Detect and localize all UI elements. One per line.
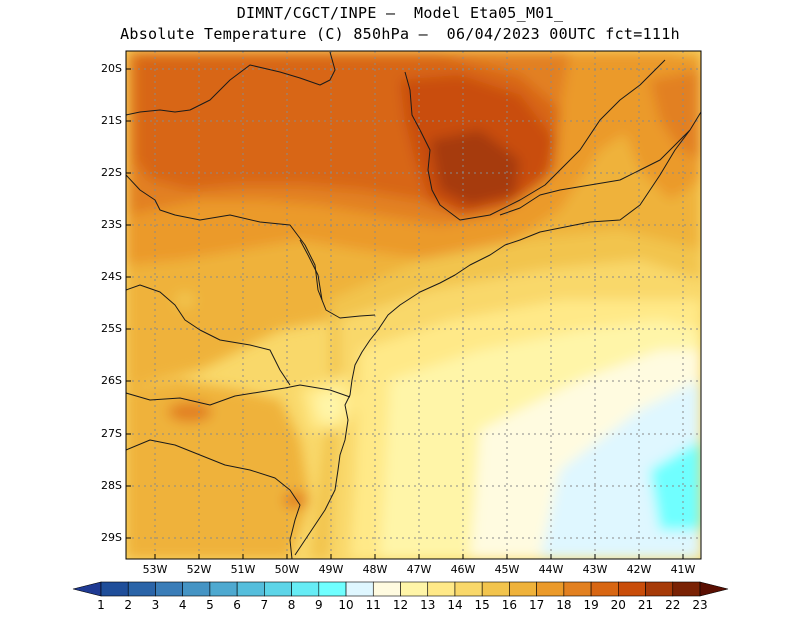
colorbar-bin <box>563 581 592 597</box>
colorbar-bin <box>264 581 292 597</box>
lon-label-43w: 43W <box>582 563 608 576</box>
colorbar-label: 23 <box>692 598 708 612</box>
lon-label-42w: 42W <box>626 563 652 576</box>
colorbar-label: 8 <box>287 598 296 612</box>
colorbar-bin <box>536 581 565 597</box>
state-border-pr-sp <box>299 239 323 301</box>
colorbar-label: 21 <box>637 598 654 612</box>
axis-ticks <box>126 68 684 559</box>
colorbar-label: 16 <box>501 598 518 612</box>
state-border-argentina <box>125 284 291 386</box>
lon-label-52w: 52W <box>186 563 212 576</box>
colorbar-label: 11 <box>365 598 381 612</box>
colorbar-bin <box>481 581 510 597</box>
lon-label-45w: 45W <box>494 563 520 576</box>
colorbar-bin <box>590 581 619 597</box>
colorbar-label: 12 <box>392 598 409 612</box>
state-border-mg-sp <box>125 51 336 116</box>
colorbar-label: 14 <box>447 598 463 612</box>
map-frame <box>125 50 702 560</box>
colorbar-label: 13 <box>420 598 436 612</box>
colorbar-arrow-low <box>72 581 102 597</box>
colorbar-bin <box>100 581 129 597</box>
colorbar-bin <box>427 581 456 597</box>
colorbar-bin <box>454 581 483 597</box>
lat-label-29s: 29S <box>101 531 122 544</box>
lon-label-44w: 44W <box>538 563 564 576</box>
state-border-mg-rj <box>499 129 691 216</box>
colorbar-label: 17 <box>528 598 545 612</box>
colorbar-label: 19 <box>583 598 599 612</box>
colorbar-label: 10 <box>338 598 354 612</box>
lat-label-24s: 24S <box>101 270 122 283</box>
colorbar-bin <box>291 581 320 597</box>
colorbar-label: 18 <box>556 598 572 612</box>
colorbar <box>72 581 729 597</box>
state-border-sc-rs <box>125 439 301 560</box>
colorbar-bin <box>155 581 183 597</box>
colorbar-bin <box>672 581 701 597</box>
lon-label-47w: 47W <box>406 563 432 576</box>
lon-label-51w: 51W <box>230 563 256 576</box>
lon-label-48w: 48W <box>362 563 388 576</box>
lon-label-53w: 53W <box>142 563 168 576</box>
colorbar-label: 4 <box>178 598 187 612</box>
colorbar-bin <box>127 581 156 597</box>
colorbar-bin <box>345 581 374 597</box>
colorbar-bin <box>209 581 238 597</box>
state-border-sp-ms <box>125 174 376 319</box>
colorbar-bin <box>236 581 265 597</box>
colorbar-arrow-high <box>699 581 729 597</box>
lat-label-25s: 25S <box>101 322 122 335</box>
colorbar-bin <box>400 581 429 597</box>
lon-label-46w: 46W <box>450 563 476 576</box>
colorbar-bin <box>372 581 401 597</box>
colorbar-label: 7 <box>260 598 269 612</box>
state-border-pr-sc <box>125 384 351 406</box>
colorbar-label: 20 <box>610 598 626 612</box>
lat-label-26s: 26S <box>101 374 122 387</box>
colorbar-bin <box>182 581 211 597</box>
state-border-mg-es <box>404 59 666 221</box>
lat-label-28s: 28S <box>101 479 122 492</box>
lat-label-20s: 20S <box>101 62 122 75</box>
colorbar-label: 5 <box>206 598 214 612</box>
map-title-line-2: Absolute Temperature (C) 850hPa – 06/04/… <box>120 25 680 43</box>
temperature-field <box>126 51 701 559</box>
lat-label-23s: 23S <box>101 218 122 231</box>
colorbar-label: 22 <box>665 598 681 612</box>
lat-label-22s: 22S <box>101 166 122 179</box>
colorbar-label: 15 <box>474 598 490 612</box>
map-title-line-1: DIMNT/CGCT/INPE – Model Eta05_M01_ <box>236 4 564 22</box>
lat-label-27s: 27S <box>101 427 122 440</box>
colorbar-bin <box>618 581 646 597</box>
lat-label-21s: 21S <box>101 114 122 127</box>
coastlines-and-borders <box>125 51 702 560</box>
lat-lon-grid <box>126 51 701 559</box>
colorbar-bin <box>645 581 674 597</box>
colorbar-label: 9 <box>314 598 323 612</box>
colorbar-label: 6 <box>233 598 241 612</box>
colorbar-bin <box>318 581 347 597</box>
colorbar-bin <box>509 581 537 597</box>
coastline <box>294 111 702 556</box>
lon-label-49w: 49W <box>318 563 344 576</box>
colorbar-label: 2 <box>124 598 133 612</box>
colorbar-label: 1 <box>97 598 105 612</box>
lon-label-41w: 41W <box>670 563 696 576</box>
colorbar-label: 3 <box>151 598 160 612</box>
lon-label-50w: 50W <box>274 563 300 576</box>
